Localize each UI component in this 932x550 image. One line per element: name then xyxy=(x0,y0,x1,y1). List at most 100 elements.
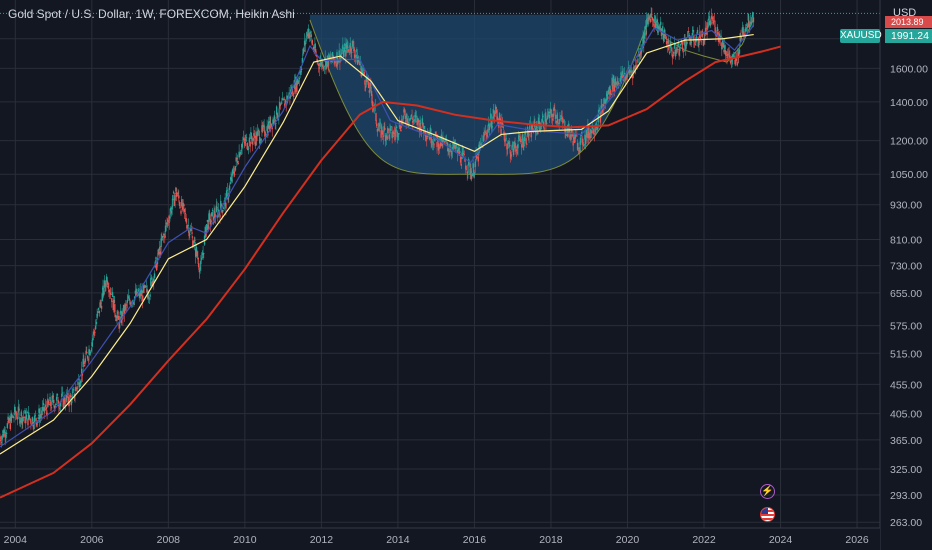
candle-body xyxy=(610,94,613,95)
candle-body xyxy=(518,135,520,140)
candle-body xyxy=(236,158,238,159)
candle-body xyxy=(65,394,67,401)
candle-body xyxy=(61,393,63,398)
candle-body xyxy=(112,301,115,311)
candle-body xyxy=(495,109,498,113)
candle-body xyxy=(534,121,536,124)
candle-body xyxy=(5,435,7,437)
candle-body xyxy=(50,401,52,407)
candle-body xyxy=(298,80,300,82)
candle-body xyxy=(357,59,360,63)
candle-body xyxy=(23,417,25,418)
candle-body xyxy=(601,104,603,106)
candle-body xyxy=(159,251,162,256)
candle-body xyxy=(101,293,103,301)
candle-body xyxy=(610,90,612,95)
candle-body xyxy=(643,32,646,39)
candle-body xyxy=(403,109,405,113)
candle-body xyxy=(275,123,277,124)
candle-body xyxy=(278,102,281,109)
candle-body xyxy=(290,91,293,95)
candle-body xyxy=(6,423,9,428)
candle-body xyxy=(570,134,572,137)
candle-body xyxy=(114,314,117,318)
candle-body xyxy=(183,204,185,207)
candle-body xyxy=(180,210,182,214)
candle-body xyxy=(383,126,385,132)
candle-body xyxy=(58,408,61,410)
candle-body xyxy=(647,17,649,20)
candle-body xyxy=(467,159,470,166)
y-tick-label: 655.00 xyxy=(890,288,922,300)
candle-body xyxy=(714,27,716,34)
candle-body xyxy=(280,102,282,105)
candle-body xyxy=(744,28,747,32)
candle-body xyxy=(29,418,31,420)
candle-body xyxy=(325,59,328,65)
candle-body xyxy=(62,399,64,408)
candle-body xyxy=(713,20,715,23)
candle-body xyxy=(448,150,450,151)
candle-body xyxy=(615,81,617,85)
candle-body xyxy=(212,216,215,224)
candle-body xyxy=(269,116,271,123)
candle-body xyxy=(651,14,653,16)
candle-body xyxy=(416,120,418,126)
candle-body xyxy=(326,55,329,58)
candle-body xyxy=(157,249,159,255)
candle-body xyxy=(133,303,135,305)
candle-body xyxy=(239,152,242,155)
candle-body xyxy=(41,407,44,411)
candle-body xyxy=(473,172,476,175)
candle-body xyxy=(94,332,96,334)
candle-body xyxy=(225,202,227,209)
candle-body xyxy=(521,134,524,141)
candle-body xyxy=(514,144,516,148)
candle-body xyxy=(19,417,21,424)
candle-body xyxy=(751,21,753,23)
candle-body xyxy=(469,168,471,175)
candle-body xyxy=(501,119,503,127)
lightning-icon[interactable]: ⚡ xyxy=(760,484,775,499)
candle-body xyxy=(245,137,248,139)
candle-body xyxy=(602,104,605,109)
candle-body xyxy=(463,154,465,156)
candle-body xyxy=(48,404,50,406)
y-tick-label: 325.00 xyxy=(890,464,922,476)
candle-body xyxy=(19,420,22,423)
candle-body xyxy=(410,114,413,117)
candle-body xyxy=(14,406,16,412)
candle-body xyxy=(653,24,655,28)
candle-body xyxy=(384,127,386,130)
candle-body xyxy=(314,48,317,54)
candle-body xyxy=(163,233,165,235)
candle-body xyxy=(482,135,485,142)
candle-body xyxy=(110,294,112,296)
us-flag-icon[interactable] xyxy=(760,507,775,522)
x-tick-label: 2016 xyxy=(463,534,487,546)
candle-body xyxy=(459,150,461,154)
candle-body xyxy=(678,48,680,56)
candle-body xyxy=(705,28,708,29)
candle-body xyxy=(274,119,276,124)
y-tick-label: 730.00 xyxy=(890,261,922,273)
candle-body xyxy=(621,75,623,79)
candle-body xyxy=(426,137,428,139)
candle-body xyxy=(281,98,284,101)
x-tick-label: 2018 xyxy=(539,534,563,546)
candle-body xyxy=(196,251,198,257)
candle-body xyxy=(404,115,407,119)
candle-body xyxy=(176,195,179,197)
candle-body xyxy=(165,223,167,225)
candle-body xyxy=(504,139,507,141)
symbol-badge[interactable]: XAUUSD xyxy=(840,29,882,43)
candle-body xyxy=(222,208,225,209)
candle-body xyxy=(691,32,694,37)
candle-body xyxy=(111,292,114,298)
candle-body xyxy=(245,138,247,142)
candle-body xyxy=(561,117,563,120)
candle-body xyxy=(95,321,98,324)
candle-body xyxy=(30,421,32,424)
candle-body xyxy=(587,131,590,139)
